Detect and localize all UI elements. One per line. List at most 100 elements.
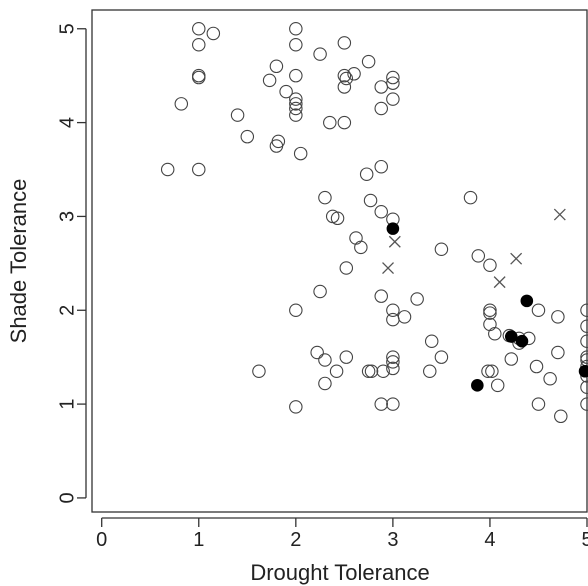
y-tick-label: 3 — [56, 211, 78, 222]
open-point — [374, 204, 388, 219]
x-tick-label: 3 — [387, 529, 398, 551]
open-point — [318, 353, 332, 367]
data-points — [160, 22, 588, 424]
open-point — [339, 350, 354, 364]
x-tick-label: 2 — [290, 529, 301, 551]
open-point — [490, 378, 505, 393]
open-point — [463, 190, 478, 205]
open-point — [397, 310, 412, 324]
open-point — [374, 159, 388, 174]
open-point — [363, 193, 378, 208]
open-point — [289, 68, 303, 83]
open-point — [313, 284, 327, 299]
axes: 0 1 2 3 4 5 0 1 2 3 4 5 — [56, 23, 588, 551]
open-point — [174, 97, 189, 111]
open-point — [481, 364, 495, 379]
open-point — [289, 22, 303, 36]
open-point — [192, 22, 206, 36]
open-point — [386, 76, 400, 90]
open-point — [386, 303, 400, 318]
open-point — [349, 231, 363, 245]
open-point — [361, 54, 376, 69]
open-point — [483, 306, 497, 320]
open-point — [386, 350, 400, 364]
open-point — [289, 101, 303, 116]
open-point — [483, 317, 497, 332]
open-point — [551, 310, 565, 324]
y-tick-label: 4 — [56, 117, 78, 128]
open-point — [423, 364, 437, 379]
open-point — [310, 345, 324, 360]
open-point — [554, 409, 568, 424]
open-point — [318, 376, 332, 391]
open-point — [386, 361, 400, 376]
filled-point — [515, 334, 529, 348]
open-point — [323, 115, 337, 130]
open-point — [386, 397, 400, 411]
open-point — [551, 345, 565, 360]
open-point — [580, 350, 588, 364]
cross-point — [382, 262, 394, 274]
open-point — [386, 70, 400, 85]
open-point — [192, 68, 206, 83]
open-point — [262, 73, 277, 88]
filled-point — [471, 379, 484, 392]
open-point — [337, 80, 352, 94]
open-point — [580, 334, 588, 348]
open-point — [434, 242, 449, 257]
open-point — [374, 397, 388, 411]
open-point — [279, 84, 293, 99]
open-point — [289, 97, 303, 111]
open-point — [483, 258, 497, 272]
open-point — [206, 26, 221, 41]
y-axis-title: Shade Tolerance — [6, 179, 31, 344]
open-point — [289, 400, 303, 414]
open-point — [329, 364, 344, 379]
x-tick-label: 0 — [96, 529, 107, 551]
open-point — [269, 59, 284, 74]
open-point — [339, 261, 354, 275]
open-point — [364, 364, 379, 379]
cross-point — [553, 208, 566, 221]
open-point — [531, 397, 546, 411]
open-point — [410, 292, 424, 306]
open-point — [374, 101, 388, 116]
cross-point — [493, 276, 506, 289]
open-point — [531, 303, 546, 318]
open-point — [504, 352, 519, 366]
open-point — [337, 115, 352, 130]
cross-point — [510, 252, 523, 265]
open-point — [289, 303, 303, 318]
open-point — [318, 190, 332, 205]
open-point — [230, 108, 245, 122]
open-point — [483, 303, 497, 318]
open-point — [339, 71, 354, 86]
filled-point — [578, 364, 588, 378]
plot-frame — [91, 9, 588, 513]
open-point — [269, 139, 284, 153]
open-point — [240, 129, 255, 144]
y-tick-label: 2 — [56, 305, 78, 316]
open-point — [543, 372, 557, 386]
y-tick-label: 1 — [56, 399, 78, 410]
open-point — [386, 92, 400, 106]
open-point — [434, 350, 449, 364]
open-point — [374, 289, 388, 303]
open-point — [252, 364, 266, 379]
open-point — [376, 364, 390, 379]
open-point — [337, 36, 352, 50]
open-point — [374, 80, 388, 94]
open-point — [580, 380, 588, 394]
open-point — [580, 397, 588, 411]
open-point — [289, 37, 303, 52]
cross-point — [388, 235, 401, 248]
filled-point — [386, 222, 400, 235]
filled-point — [520, 294, 534, 308]
open-point — [580, 303, 588, 318]
open-point — [313, 47, 327, 61]
open-point — [330, 211, 345, 226]
open-point — [424, 334, 439, 348]
open-point — [359, 167, 374, 181]
open-point — [192, 162, 206, 177]
